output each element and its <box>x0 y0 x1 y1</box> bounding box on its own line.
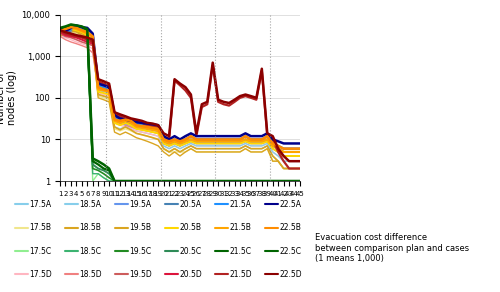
Text: 21.5B: 21.5B <box>229 223 251 232</box>
Text: 18.5D: 18.5D <box>79 270 102 279</box>
Text: 21.5C: 21.5C <box>229 247 251 256</box>
Text: 19.5D: 19.5D <box>129 270 152 279</box>
Text: 21.5A: 21.5A <box>229 200 251 209</box>
Text: 22.5C: 22.5C <box>279 247 301 256</box>
Text: 17.5B: 17.5B <box>29 223 51 232</box>
Text: 21.5D: 21.5D <box>229 270 252 279</box>
Text: 18.5C: 18.5C <box>79 247 101 256</box>
Y-axis label: Number of
nodes (log): Number of nodes (log) <box>0 70 17 125</box>
Text: 19.5C: 19.5C <box>129 247 151 256</box>
Text: 22.5A: 22.5A <box>279 200 301 209</box>
Text: 22.5B: 22.5B <box>279 223 301 232</box>
Text: 18.5B: 18.5B <box>79 223 101 232</box>
Text: 20.5C: 20.5C <box>179 247 201 256</box>
Text: 19.5A: 19.5A <box>129 200 151 209</box>
Text: 17.5C: 17.5C <box>29 247 51 256</box>
Text: 20.5B: 20.5B <box>179 223 201 232</box>
Text: 17.5A: 17.5A <box>29 200 51 209</box>
Text: 17.5D: 17.5D <box>29 270 52 279</box>
Text: 18.5A: 18.5A <box>79 200 101 209</box>
Text: 22.5D: 22.5D <box>279 270 301 279</box>
Text: 20.5D: 20.5D <box>179 270 202 279</box>
Text: Evacuation cost difference
between comparison plan and cases
(1 means 1,000): Evacuation cost difference between compa… <box>315 233 469 263</box>
Text: 20.5A: 20.5A <box>179 200 201 209</box>
Text: 19.5B: 19.5B <box>129 223 151 232</box>
